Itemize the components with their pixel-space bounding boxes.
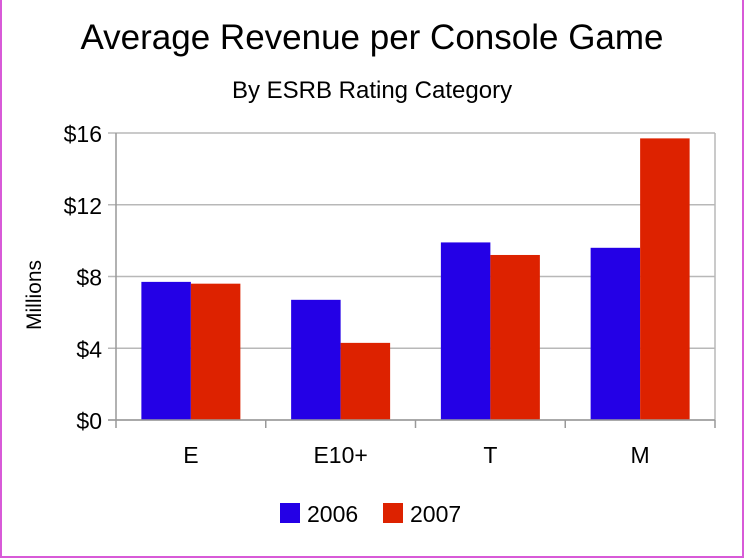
- bar-2006-e10plus: [291, 299, 341, 420]
- x-tick-label: E10+: [313, 442, 367, 468]
- y-tick-label: $16: [64, 121, 102, 147]
- x-tick-label: T: [483, 442, 497, 468]
- x-tick-label: M: [631, 442, 650, 468]
- legend: 2006 2007: [280, 501, 461, 527]
- legend-label-2006: 2006: [307, 501, 358, 527]
- bar-2006-e: [141, 281, 191, 420]
- bar-2007-e10plus: [340, 342, 391, 420]
- x-tick-label: E: [183, 442, 198, 468]
- legend-label-2007: 2007: [410, 501, 461, 527]
- x-tick-labels: E E10+ T M: [183, 442, 650, 468]
- bars: [141, 138, 690, 420]
- legend-swatch-2007: [383, 503, 403, 523]
- axes: [108, 133, 716, 428]
- y-tick-label: $12: [64, 193, 102, 219]
- y-tick-label: $8: [76, 265, 102, 291]
- chart-title: Average Revenue per Console Game: [80, 18, 663, 57]
- bar-2007-t: [490, 254, 540, 420]
- bar-2006-t: [440, 242, 491, 420]
- y-tick-label: $0: [76, 408, 102, 434]
- bar-2007-m: [640, 138, 690, 420]
- y-tick-label: $4: [76, 336, 102, 362]
- bar-2006-m: [590, 247, 641, 420]
- chart-subtitle: By ESRB Rating Category: [232, 77, 512, 104]
- legend-swatch-2006: [280, 503, 300, 523]
- y-tick-labels: $0 $4 $8 $12 $16: [64, 121, 103, 434]
- y-axis-title: Millions: [23, 260, 46, 330]
- bar-2007-e: [190, 283, 241, 420]
